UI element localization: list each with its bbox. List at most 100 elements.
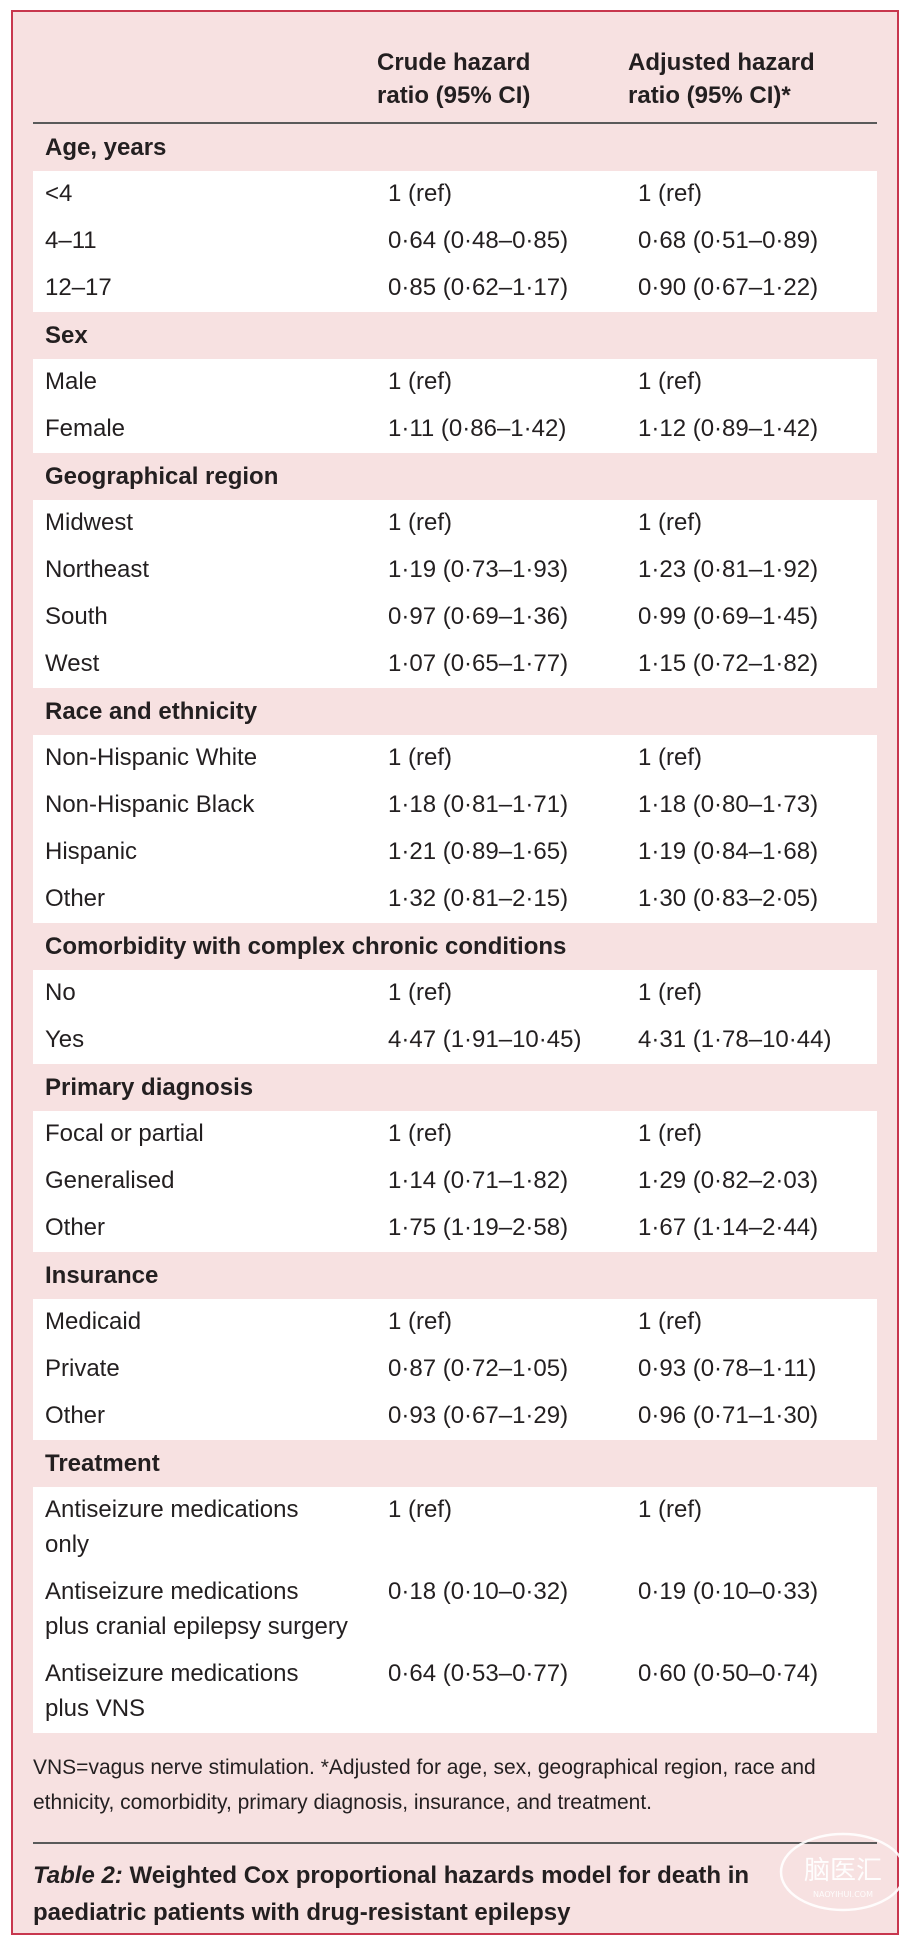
crude-hr-cell: 1 (ref) bbox=[388, 1120, 453, 1147]
row-label: Other bbox=[45, 1214, 106, 1241]
table-row: Midwest 1 (ref) 1 (ref) bbox=[33, 500, 877, 547]
crude-hr-cell: 4·47 (1·91–10·45) bbox=[388, 1026, 582, 1053]
table-row: Medicaid 1 (ref) 1 (ref) bbox=[33, 1299, 877, 1346]
table-row: Other 1·75 (1·19–2·58) 1·67 (1·14–2·44) bbox=[33, 1205, 877, 1252]
adjusted-hr-cell: 1·18 (0·80–1·73) bbox=[638, 791, 819, 818]
row-label: Female bbox=[45, 415, 126, 442]
row-label: Non-Hispanic White bbox=[45, 744, 258, 771]
caption-divider bbox=[33, 1842, 877, 1844]
table-row: Private 0·87 (0·72–1·05) 0·93 (0·78–1·11) bbox=[33, 1346, 877, 1393]
adjusted-hr-cell: 1·19 (0·84–1·68) bbox=[638, 838, 819, 865]
crude-hr-cell: 1·07 (0·65–1·77) bbox=[388, 650, 569, 677]
row-label: 12–17 bbox=[45, 274, 112, 301]
crude-hr-cell: 0·97 (0·69–1·36) bbox=[388, 603, 569, 630]
crude-hr-cell: 1 (ref) bbox=[388, 509, 453, 536]
table-header: Crude hazard ratio (95% CI) Adjusted haz… bbox=[33, 34, 877, 124]
adjusted-hr-cell: 1 (ref) bbox=[638, 368, 703, 395]
adjusted-hr-cell: 4·31 (1·78–10·44) bbox=[638, 1026, 832, 1053]
adjusted-hr-cell: 1 (ref) bbox=[638, 509, 703, 536]
row-label: Antiseizure medications only bbox=[45, 1496, 299, 1558]
table-row: Male 1 (ref) 1 (ref) bbox=[33, 359, 877, 406]
crude-hr-cell: 0·18 (0·10–0·32) bbox=[388, 1578, 569, 1605]
crude-hr-cell: 1·32 (0·81–2·15) bbox=[388, 885, 569, 912]
row-label: Non-Hispanic Black bbox=[45, 791, 255, 818]
group-rows: Focal or partial 1 (ref) 1 (ref) Generalise… bbox=[33, 1111, 877, 1252]
table-body: Age, years <4 1 (ref) 1 (ref) 4–11 0·64 (0·48… bbox=[33, 124, 877, 1733]
adjusted-hr-cell: 1 (ref) bbox=[638, 979, 703, 1006]
group-rows: Medicaid 1 (ref) 1 (ref) Private 0·87 (0·72–… bbox=[33, 1299, 877, 1440]
crude-hr-cell: 0·85 (0·62–1·17) bbox=[388, 274, 569, 301]
adjusted-hr-cell: 1 (ref) bbox=[638, 180, 703, 207]
row-label: Other bbox=[45, 1402, 106, 1429]
table-row: Other 1·32 (0·81–2·15) 1·30 (0·83–2·05) bbox=[33, 876, 877, 923]
table-row: Antiseizure medications plus VNS 0·64 (0·… bbox=[33, 1651, 877, 1733]
crude-hr-cell: 1 (ref) bbox=[388, 979, 453, 1006]
adjusted-hr-cell: 1·29 (0·82–2·03) bbox=[638, 1167, 819, 1194]
group-rows: <4 1 (ref) 1 (ref) 4–11 0·64 (0·48–0·85) 0·68… bbox=[33, 171, 877, 312]
watermark-logo: 脑医汇 NAOYIHUI.COM bbox=[779, 1832, 907, 1912]
table-row: Antiseizure medications only 1 (ref) 1 (re… bbox=[33, 1487, 877, 1569]
table-row: Female 1·11 (0·86–1·42) 1·12 (0·89–1·42) bbox=[33, 406, 877, 453]
table-row: 12–17 0·85 (0·62–1·17) 0·90 (0·67–1·22) bbox=[33, 265, 877, 312]
group-title: Race and ethnicity bbox=[45, 698, 258, 725]
row-label: Antiseizure medications plus cranial epi… bbox=[45, 1578, 348, 1640]
row-label: No bbox=[45, 979, 76, 1006]
adjusted-hr-cell: 0·60 (0·50–0·74) bbox=[638, 1660, 819, 1687]
crude-hr-cell: 1·14 (0·71–1·82) bbox=[388, 1167, 569, 1194]
adjusted-hr-cell: 0·99 (0·69–1·45) bbox=[638, 603, 819, 630]
adjusted-hr-cell: 1 (ref) bbox=[638, 1496, 703, 1523]
group-rows: Non-Hispanic White 1 (ref) 1 (ref) Non-Hisp… bbox=[33, 735, 877, 923]
row-label: Private bbox=[45, 1355, 120, 1382]
crude-hr-cell: 1·18 (0·81–1·71) bbox=[388, 791, 569, 818]
table-row: Non-Hispanic White 1 (ref) 1 (ref) bbox=[33, 735, 877, 782]
row-label: Generalised bbox=[45, 1167, 175, 1194]
table-row: Hispanic 1·21 (0·89–1·65) 1·19 (0·84–1·68) bbox=[33, 829, 877, 876]
row-label: Medicaid bbox=[45, 1308, 142, 1335]
watermark-subtext: NAOYIHUI.COM bbox=[813, 1890, 873, 1899]
group-title: Insurance bbox=[45, 1262, 159, 1289]
watermark-text: 脑医汇 bbox=[804, 1856, 882, 1886]
caption-label: Table 2: bbox=[33, 1862, 123, 1889]
adjusted-hr-cell: 1·15 (0·72–1·82) bbox=[638, 650, 819, 677]
adjusted-hr-cell: 1 (ref) bbox=[638, 1308, 703, 1335]
adjusted-hr-cell: 1·30 (0·83–2·05) bbox=[638, 885, 819, 912]
group-rows: Midwest 1 (ref) 1 (ref) Northeast 1·19 (0·73… bbox=[33, 500, 877, 688]
crude-hr-cell: 1 (ref) bbox=[388, 1308, 453, 1335]
crude-hr-cell: 1·19 (0·73–1·93) bbox=[388, 556, 569, 583]
group-title: Geographical region bbox=[45, 463, 279, 490]
table-row: Focal or partial 1 (ref) 1 (ref) bbox=[33, 1111, 877, 1158]
group-title: Sex bbox=[45, 322, 88, 349]
crude-hr-cell: 1·11 (0·86–1·42) bbox=[388, 415, 567, 442]
table-footnote: VNS=vagus nerve stimulation. *Adjusted f… bbox=[33, 1756, 816, 1814]
adjusted-hr-cell: 1·23 (0·81–1·92) bbox=[638, 556, 819, 583]
group-rows: No 1 (ref) 1 (ref) Yes 4·47 (1·91–10·45) 4·31… bbox=[33, 970, 877, 1064]
row-label: Northeast bbox=[45, 556, 150, 583]
adjusted-hr-cell: 0·93 (0·78–1·11) bbox=[638, 1355, 817, 1382]
table-row: <4 1 (ref) 1 (ref) bbox=[33, 171, 877, 218]
table-row: South 0·97 (0·69–1·36) 0·99 (0·69–1·45) bbox=[33, 594, 877, 641]
row-label: Focal or partial bbox=[45, 1120, 204, 1147]
table-caption: Table 2: Weighted Cox proportional hazar… bbox=[33, 1857, 793, 1931]
adjusted-hr-cell: 0·68 (0·51–0·89) bbox=[638, 227, 819, 254]
row-label: Midwest bbox=[45, 509, 134, 536]
row-label: Other bbox=[45, 885, 106, 912]
table-row: Generalised 1·14 (0·71–1·82) 1·29 (0·82–2·… bbox=[33, 1158, 877, 1205]
row-label: Hispanic bbox=[45, 838, 138, 865]
table-row: No 1 (ref) 1 (ref) bbox=[33, 970, 877, 1017]
table-row: Yes 4·47 (1·91–10·45) 4·31 (1·78–10·44) bbox=[33, 1017, 877, 1064]
row-label: Yes bbox=[45, 1026, 85, 1053]
header-adjusted-hazard-ratio: Adjusted hazard ratio (95% CI)* bbox=[628, 49, 815, 109]
group-title: Primary diagnosis bbox=[45, 1074, 254, 1101]
row-label: 4–11 bbox=[45, 227, 97, 254]
crude-hr-cell: 0·64 (0·53–0·77) bbox=[388, 1660, 569, 1687]
adjusted-hr-cell: 0·90 (0·67–1·22) bbox=[638, 274, 819, 301]
crude-hr-cell: 1 (ref) bbox=[388, 1496, 453, 1523]
table-row: West 1·07 (0·65–1·77) 1·15 (0·72–1·82) bbox=[33, 641, 877, 688]
group-title: Treatment bbox=[45, 1450, 160, 1477]
caption-text: Weighted Cox proportional hazards model … bbox=[33, 1862, 750, 1926]
row-label: West bbox=[45, 650, 100, 677]
table-panel: Crude hazard ratio (95% CI) Adjusted haz… bbox=[11, 10, 907, 1935]
table-row: Antiseizure medications plus cranial epi… bbox=[33, 1569, 877, 1651]
row-label: <4 bbox=[45, 180, 73, 207]
crude-hr-cell: 0·64 (0·48–0·85) bbox=[388, 227, 569, 254]
